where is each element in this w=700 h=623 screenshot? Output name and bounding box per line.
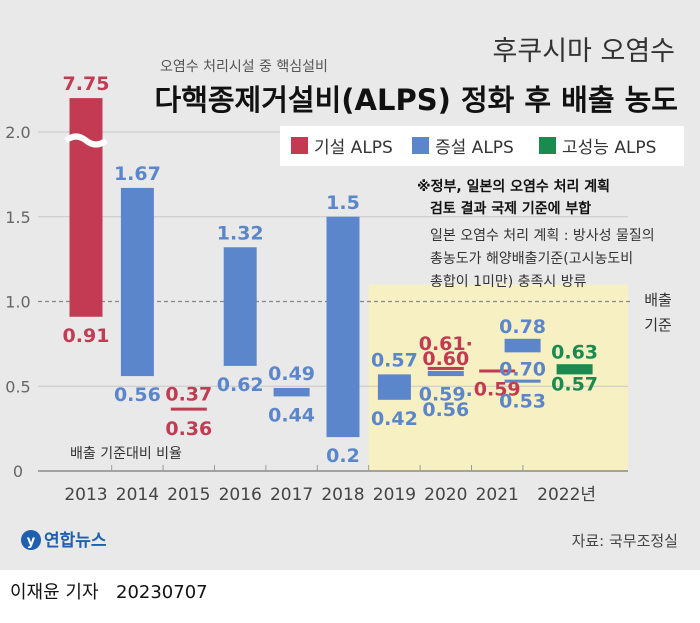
note-heading-1: ※정부, 일본의 오염수 처리 계획 [417, 178, 610, 195]
x-tick-label: 2016 [219, 485, 262, 505]
value-label: 0.2 [326, 445, 360, 467]
x-tick-label: 2019 [373, 485, 416, 505]
legend-swatch-high-performance [539, 137, 556, 154]
note-body-1: 일본 오염수 처리 계획 : 방사성 물질의 [430, 228, 655, 244]
legend-label-existing: 기설 ALPS [314, 138, 393, 158]
header-title: 다핵종제거설비(ALPS) 정화 후 배출 농도 [155, 83, 678, 117]
range-bar [223, 247, 257, 366]
y-tick-labels: 0 0.5 1.0 1.5 2.0 [5, 123, 30, 481]
x-tick-label: 2015 [167, 485, 210, 505]
value-label: 1.67 [114, 163, 161, 185]
highlight-zone [368, 284, 628, 471]
range-bar [427, 366, 464, 370]
value-label: 7.75 [63, 73, 110, 95]
reporter-name: 이재윤 기자 [10, 582, 99, 603]
range-bar [326, 216, 360, 438]
range-bar [479, 369, 516, 373]
value-label: 0.37 [165, 383, 212, 405]
range-bar [504, 338, 541, 353]
value-label: 0.63 [551, 341, 598, 363]
x-tick-labels: 2013 2014 2015 2016 2017 2018 2019 2020 2021 2022… [64, 485, 596, 505]
value-label: 1.5 [326, 192, 360, 214]
x-tick-label: 2018 [321, 485, 364, 505]
value-label: 0.57 [551, 374, 598, 396]
value-label: 0.59 [474, 379, 521, 401]
source-text: 자료: 국무조정실 [572, 532, 678, 550]
value-label: 0.61· [419, 333, 473, 355]
range-bar [120, 187, 154, 377]
y-tick-label: 1.5 [5, 208, 30, 227]
policy-note: ※정부, 일본의 오염수 처리 계획 검토 결과 국제 기준에 부합 일본 오염… [417, 178, 655, 290]
axis-caption: 배출 기준대비 비율 [70, 446, 182, 462]
x-tick-label: 2014 [116, 485, 159, 505]
reference-label-1: 배출 [644, 291, 672, 309]
value-label: 0.56 [422, 399, 469, 421]
range-bar [556, 364, 593, 375]
x-tick-label: 2021 [476, 485, 519, 505]
x-tick-label: 2017 [270, 485, 313, 505]
value-label: 0.59· [419, 384, 473, 406]
value-labels: 7.750.911.670.56 0.370.361.320.62 0.490.44… [63, 73, 598, 467]
value-label: 0.36 [165, 418, 212, 440]
svg-text:y: y [27, 534, 36, 549]
yonhap-logo: y 연합뉴스 [21, 530, 107, 551]
legend-box [280, 126, 684, 166]
legend-label-extended: 증설 ALPS [435, 138, 514, 158]
header-subtitle: 오염수 처리시설 중 핵심설비 [160, 59, 328, 75]
note-heading-2: 검토 결과 국제 기준에 부합 [430, 200, 591, 217]
axis-break-mark [64, 133, 108, 148]
range-bar [377, 374, 411, 400]
reference-label-2: 기준 [644, 316, 672, 334]
legend-swatch-extended [412, 137, 429, 154]
note-body-2: 총농도가 해양배출기준(고시농도비 [430, 251, 633, 267]
publish-date: 20230707 [116, 582, 208, 603]
logo-text: 연합뉴스 [44, 530, 107, 551]
range-bars [64, 98, 593, 438]
y-tick-label: 2.0 [5, 123, 30, 142]
y-tick-label: 0 [13, 462, 23, 481]
x-tick-label: 2013 [64, 485, 107, 505]
value-label: 0.49 [268, 363, 315, 385]
range-bar [273, 387, 310, 397]
value-label: 0.44 [268, 404, 315, 426]
range-bar [170, 407, 207, 411]
legend-swatch-existing [291, 137, 308, 154]
note-body-3: 총합이 1미만) 충족시 방류 [430, 274, 587, 290]
range-bar [427, 370, 464, 377]
range-bar [504, 379, 541, 383]
x-tick-label: 2020 [424, 485, 467, 505]
value-label: 0.57 [371, 349, 418, 371]
legend-label-high-performance: 고성능 ALPS [562, 138, 656, 158]
value-label: 0.53 [499, 391, 546, 413]
value-label: 1.32 [217, 222, 264, 244]
header-kicker: 후쿠시마 오염수 [493, 36, 675, 67]
value-label: 0.78 [499, 316, 546, 338]
x-tick-label: 2022년 [537, 485, 596, 505]
value-label: 0.70 [499, 358, 546, 380]
value-label: 0.62 [217, 374, 264, 396]
value-label: 0.42 [371, 408, 418, 430]
logo-icon [21, 530, 41, 550]
y-tick-label: 1.0 [5, 293, 30, 312]
value-label: 0.60 [422, 348, 469, 370]
legend: 기설 ALPS 증설 ALPS 고성능 ALPS [280, 126, 684, 166]
value-label: 0.91 [63, 325, 110, 347]
y-tick-label: 0.5 [5, 377, 30, 396]
value-label: 0.56 [114, 384, 161, 406]
range-bar [69, 98, 103, 317]
